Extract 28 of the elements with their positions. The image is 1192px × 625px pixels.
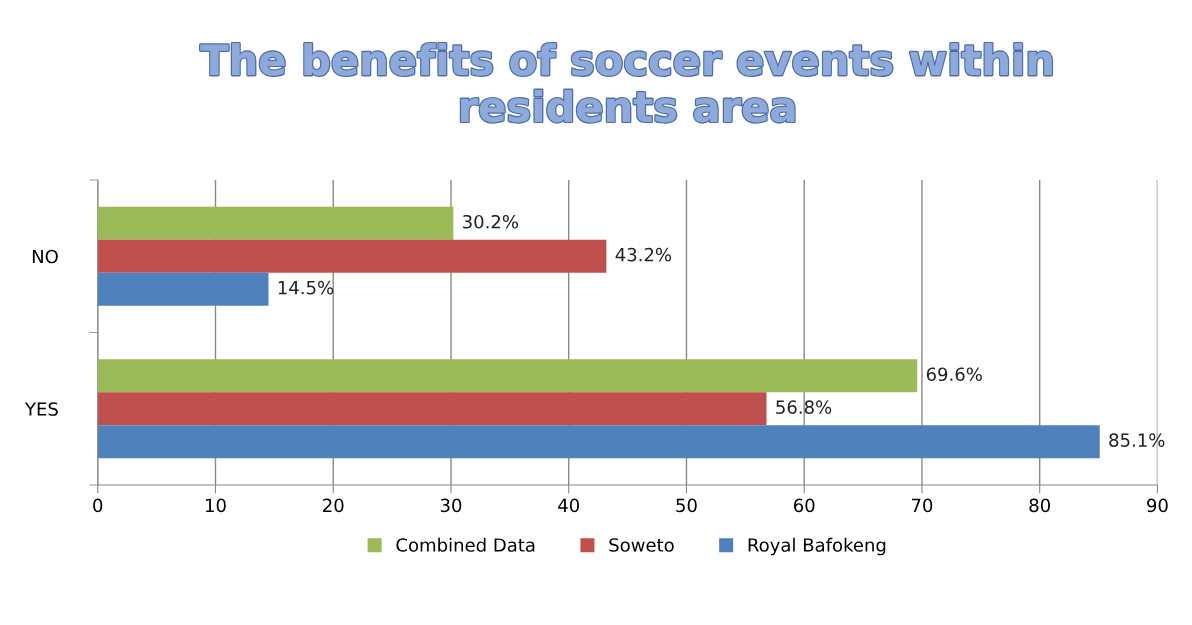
data-label: 43.2% (615, 247, 672, 262)
y-tick-label: NO (32, 249, 58, 264)
x-tick-label: 70 (911, 498, 933, 513)
bar (97, 239, 607, 273)
legend-label: Royal Bafokeng (748, 537, 886, 556)
data-label: 30.2% (463, 214, 519, 229)
bar (97, 206, 454, 240)
x-tick-label: 30 (440, 498, 462, 513)
data-label: 69.6% (926, 367, 982, 382)
chart-title: The benefits of soccer events within residents area (200, 43, 1052, 123)
legend-label: Combined Data (396, 537, 535, 552)
bar (97, 272, 269, 306)
data-label: 56.8% (776, 400, 832, 414)
x-tick-label: 50 (676, 498, 697, 513)
legend-label: Soweto (609, 538, 674, 552)
data-label: 14.5% (278, 280, 334, 295)
x-tick-label: 0 (93, 498, 103, 513)
data-label: 85.1% (1109, 433, 1165, 447)
x-tick-label: 20 (323, 498, 344, 513)
x-tick-label: 90 (1147, 498, 1168, 513)
bar (97, 392, 767, 426)
bar (97, 359, 918, 393)
x-tick-label: 40 (558, 498, 579, 513)
x-tick-label: 80 (1029, 498, 1050, 513)
x-tick-label: 10 (205, 498, 226, 513)
y-tick-label: YES (24, 402, 58, 416)
x-tick-label: 60 (793, 498, 815, 513)
bar (97, 425, 1100, 459)
